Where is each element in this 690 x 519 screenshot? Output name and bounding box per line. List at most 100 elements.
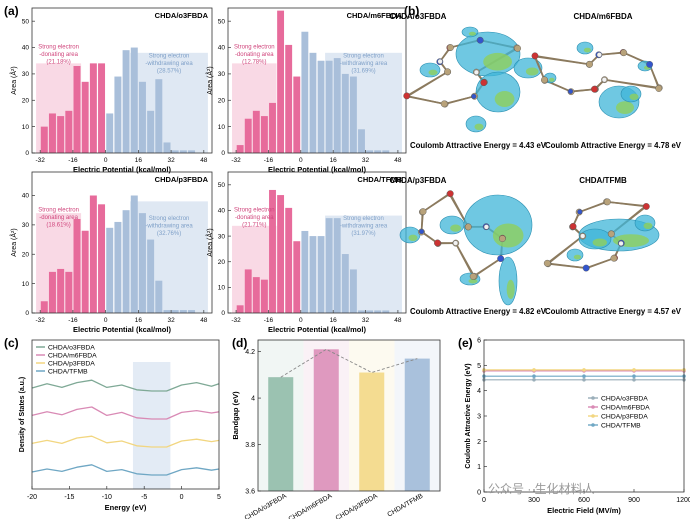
x-tick-label: 48 [200,317,208,324]
atom [642,203,650,210]
histogram-bar [277,10,285,153]
isosurface-cyan [498,256,518,306]
histogram-bar [188,310,196,313]
x-tick-label: -15 [64,494,74,501]
panel-label-b: (b) [404,4,419,18]
energy-marker [632,374,636,379]
atom [531,52,539,60]
isosurface-green [629,93,639,101]
donating-label: (18.61%) [46,222,70,228]
atom [452,240,459,246]
atom [601,77,607,83]
legend-label: CHDA/o3FBDA [48,345,95,352]
field-panel: CHDA/o3FBDA CHDA/m6FBDA CHDA/p3FBDA CHDA/TF… [465,338,690,516]
histogram-title: CHDA/TFMB [357,175,402,184]
donating-label: (21.71%) [242,222,266,228]
histogram-bar [317,236,325,313]
histogram-bar [106,227,114,313]
histogram-bar [285,44,293,154]
histogram-bar [73,66,81,153]
bandgap-bar [404,358,430,491]
legend-label: CHDA/o3FBDA [601,396,648,403]
isosurface-cyan [576,41,594,55]
coulomb-energy-label: Coulomb Attractive Energy = 4.78 eV [545,141,682,150]
histogram-bar [106,113,114,153]
histogram-bar [48,271,56,313]
y-tick-label: 50 [218,18,226,25]
x-tick-label: 0 [104,317,108,324]
donating-label: -donating area [235,215,274,221]
histogram-bar [301,230,309,313]
isosurface-green [408,234,418,241]
x-tick-label: 32 [362,157,370,164]
isosurface-green [492,223,524,248]
isosurface-cyan [461,26,479,38]
watermark: 公众号 · 生化材料人 [488,482,595,496]
histogram-title: CHDA/m6FBDA [347,11,403,20]
y-axis-label: Area (Å²) [9,66,18,94]
molecule-1: CHDA/o3FBDA Coulomb Attractive Energy = 4… [390,12,547,150]
atom [541,76,548,84]
histogram-bar [171,150,179,153]
bond [570,88,595,93]
x-tick-label: 48 [200,157,208,164]
x-category-label: CHDA/o3FBDA [244,492,288,519]
atom [444,68,452,76]
histogram-bar [374,310,382,313]
histogram-bar [244,118,252,153]
histogram-bar [122,210,130,313]
x-tick-label: -20 [27,494,37,501]
bandgap-bar [359,372,385,491]
isosurface-green [468,278,478,284]
histogram-bar [122,50,130,153]
y-axis-label: Area (Å²) [205,228,214,256]
withdrawing-label: Strong electron [343,216,384,222]
atom [469,273,477,280]
isosurface-cyan [419,62,441,78]
y-axis-label: Density of States (a.u.) [19,377,26,452]
panel-label-d: (d) [232,336,247,350]
histogram-bar [374,150,382,153]
atom [577,209,583,215]
histogram-bar [333,58,341,153]
atom [618,240,624,247]
histogram-bar [171,310,179,313]
x-tick-label: -10 [102,494,112,501]
y-tick-label: 30 [218,71,226,78]
isosurface-cyan [620,85,642,103]
donating-label: -donating area [39,52,78,58]
donating-label: -donating area [235,52,274,58]
x-tick-label: 32 [362,317,370,324]
y-tick-label: 10 [22,124,30,131]
atom [471,93,477,100]
histogram-4: -32 -16 0 16 32 48 0 10 20 30 40 50 Electric Potenti… [205,171,407,334]
x-tick-label: 0 [482,497,486,504]
y-tick-label: 50 [218,182,226,189]
histogram-bar [293,76,301,153]
histogram-bar [366,310,374,313]
atom [646,61,654,68]
x-tick-label: 900 [628,497,640,504]
y-tick-label: 3 [477,414,481,421]
atom [446,190,454,198]
trend-line [280,348,418,378]
legend-label: CHDA/m6FBDA [48,353,97,360]
y-tick-label: 5 [477,363,481,370]
histogram-bar [269,102,276,153]
atom [483,224,489,230]
y-axis-label: Bandgap (eV) [231,391,240,440]
donating-label: -donating area [39,215,78,221]
atom [498,235,506,243]
histogram-bar [349,76,357,153]
x-tick-label: 32 [167,317,175,324]
histogram-bar [40,126,48,153]
atom [437,58,443,65]
y-tick-label: 40 [22,193,30,200]
isosurface-green [573,254,582,260]
y-tick-label: 4 [477,388,481,395]
y-tick-label: 40 [218,208,226,215]
molecule-title: CHDA/p3FBDA [390,176,447,185]
atom [607,230,615,238]
withdrawing-label: Strong electron [343,53,384,59]
x-tick-label: 600 [578,497,590,504]
